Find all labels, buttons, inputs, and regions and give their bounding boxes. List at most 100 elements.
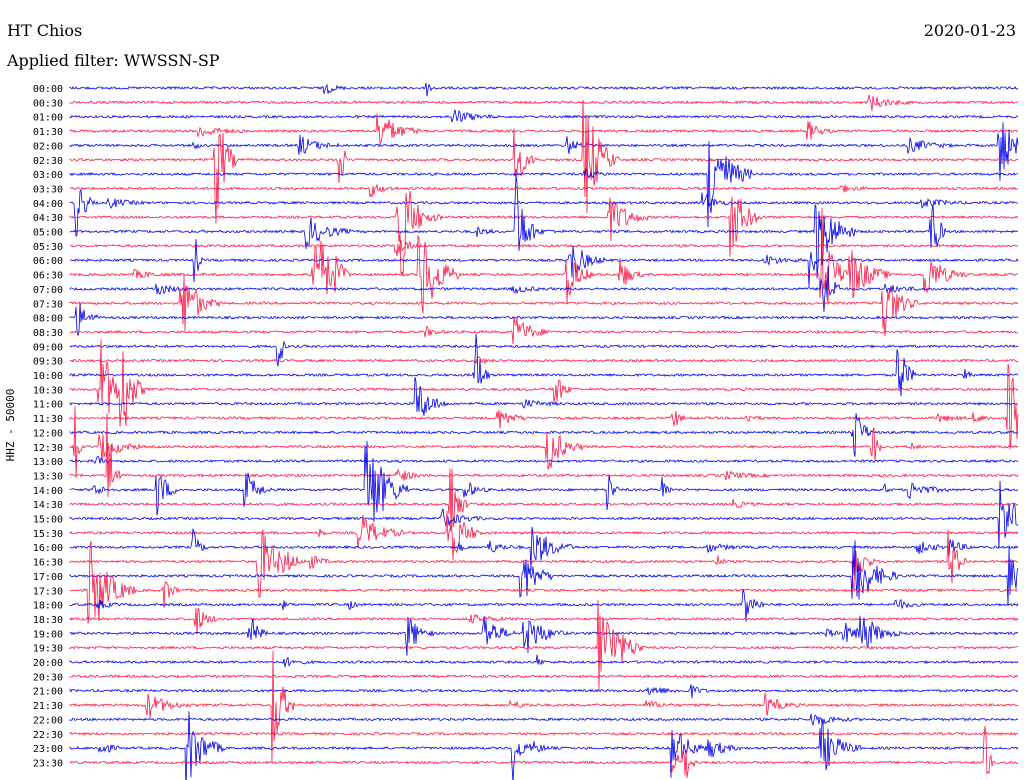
trace-row-0930: [69, 356, 1019, 365]
trace-row-0400: [69, 189, 1018, 237]
time-tick-label: 07:00: [33, 285, 63, 296]
trace-row-1300: [69, 455, 1019, 465]
time-tick-label: 15:30: [33, 529, 63, 540]
trace-row-1200: [69, 413, 1019, 457]
time-tick-label: 15:00: [33, 515, 63, 526]
trace-row-1400: [69, 440, 1019, 523]
trace-row-0230: [69, 99, 1019, 224]
trace-row-2230: [69, 731, 1019, 736]
time-tick-label: 13:30: [33, 471, 63, 482]
time-tick-label: 16:30: [33, 558, 63, 569]
trace-row-1930: [69, 599, 1019, 691]
trace-row-0500: [69, 174, 1019, 279]
trace-row-2300: [69, 711, 1019, 780]
time-tick-label: 01:00: [33, 113, 63, 124]
trace-row-0630: [69, 207, 1019, 314]
time-tick-label: 07:30: [33, 299, 63, 310]
trace-row-0300: [69, 141, 1019, 228]
trace-row-1130: [69, 364, 1019, 450]
station-title: HT Chios: [7, 21, 82, 40]
time-tick-label: 23:30: [33, 758, 63, 769]
time-tick-label: 04:00: [33, 199, 63, 210]
time-tick-label: 00:00: [33, 84, 63, 95]
time-tick-label: 11:30: [33, 414, 63, 425]
time-tick-label: 02:00: [33, 141, 63, 152]
time-tick-label: 13:00: [33, 457, 63, 468]
time-tick-label: 21:00: [33, 687, 63, 698]
trace-row-0730: [69, 274, 1019, 337]
trace-row-2130: [69, 650, 1019, 762]
time-tick-label: 08:30: [33, 328, 63, 339]
trace-row-2000: [69, 654, 1019, 668]
time-tick-label: 22:00: [33, 715, 63, 726]
trace-row-0830: [69, 316, 1019, 345]
trace-row-0130: [69, 113, 1018, 146]
time-tick-label: 11:00: [33, 400, 63, 411]
trace-row-1030: [69, 339, 1019, 427]
time-tick-label: 23:00: [33, 744, 63, 755]
time-tick-label: 10:00: [33, 371, 63, 382]
time-tick-label: 14:30: [33, 500, 63, 511]
time-tick-label: 05:30: [33, 242, 63, 253]
trace-row-0430: [69, 191, 1019, 277]
time-tick-label: 22:30: [33, 730, 63, 741]
time-tick-label: 20:00: [33, 658, 63, 669]
time-tick-label: 19:00: [33, 629, 63, 640]
trace-row-0100: [69, 109, 1019, 123]
time-tick-label: 10:30: [33, 385, 63, 396]
trace-row-0030: [69, 94, 1019, 112]
trace-row-0700: [69, 266, 1019, 312]
trace-row-1500: [69, 480, 1019, 549]
time-tick-label: 01:30: [33, 127, 63, 138]
time-tick-label: 00:30: [33, 98, 63, 109]
time-tick-label: 09:00: [33, 342, 63, 353]
trace-row-1900: [69, 615, 1019, 656]
time-tick-label: 21:30: [33, 701, 63, 712]
time-tick-label: 18:30: [33, 615, 63, 626]
trace-row-0900: [69, 340, 1019, 367]
time-tick-label: 05:00: [33, 228, 63, 239]
trace-row-1630: [69, 529, 1019, 598]
trace-row-1600: [69, 526, 1019, 571]
time-tick-label: 06:00: [33, 256, 63, 267]
trace-row-2330: [69, 725, 1019, 778]
seismogram-traces: [69, 82, 1019, 780]
trace-row-1430: [69, 468, 1019, 532]
time-tick-label: 08:00: [33, 314, 63, 325]
trace-row-1800: [69, 589, 1019, 622]
trace-row-0000: [69, 82, 1019, 97]
time-tick-label: 09:30: [33, 357, 63, 368]
time-tick-label: 03:30: [33, 184, 63, 195]
trace-row-1100: [69, 376, 1019, 416]
time-tick-labels: 00:00 00:30 01:00 01:30 02:00 02:30 03:00 03:30…: [33, 84, 63, 769]
date-label: 2020-01-23: [924, 21, 1016, 40]
trace-row-2100: [69, 684, 1019, 699]
trace-row-1730: [69, 541, 1019, 624]
trace-row-1530: [69, 510, 1019, 560]
time-tick-label: 12:00: [33, 428, 63, 439]
time-tick-label: 17:00: [33, 572, 63, 583]
time-tick-label: 16:00: [33, 543, 63, 554]
time-tick-label: 12:30: [33, 443, 63, 454]
y-axis-label: HHZ - 50000: [4, 389, 17, 462]
time-tick-label: 06:30: [33, 271, 63, 282]
trace-row-0330: [69, 183, 1019, 199]
time-tick-label: 02:30: [33, 156, 63, 167]
trace-row-1330: [69, 413, 1019, 498]
time-tick-label: 17:30: [33, 586, 63, 597]
trace-row-2200: [69, 713, 1019, 727]
filter-label: Applied filter: WWSSN-SP: [6, 51, 220, 70]
trace-row-0600: [69, 239, 1019, 288]
trace-row-1000: [69, 333, 1019, 397]
time-tick-label: 19:30: [33, 644, 63, 655]
time-tick-label: 18:00: [33, 601, 63, 612]
time-tick-label: 20:30: [33, 672, 63, 683]
time-tick-label: 03:00: [33, 170, 63, 181]
time-tick-label: 04:30: [33, 213, 63, 224]
trace-row-1230: [69, 406, 1019, 478]
time-tick-label: 14:00: [33, 486, 63, 497]
trace-row-2030: [69, 674, 1019, 679]
trace-row-0530: [69, 240, 1019, 257]
trace-row-0800: [69, 302, 1019, 336]
